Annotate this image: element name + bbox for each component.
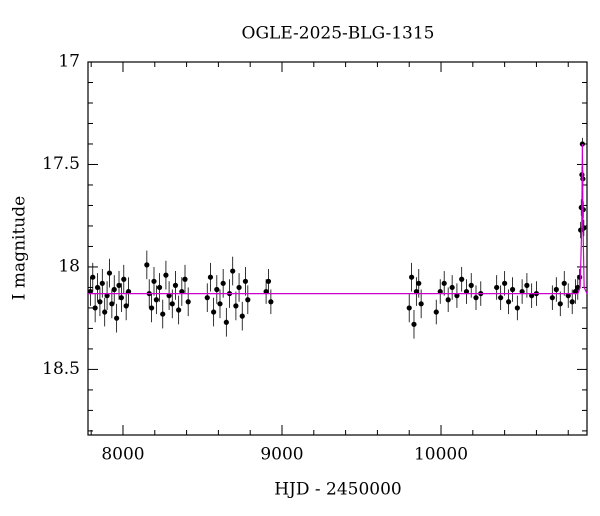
y-tick-label: 17 <box>58 52 80 72</box>
data-point <box>166 293 172 299</box>
data-point <box>459 276 465 282</box>
y-tick-label: 18 <box>58 256 80 276</box>
data-point <box>118 295 124 301</box>
data-point <box>509 286 516 293</box>
chart-title: OGLE-2025-BLG-1315 <box>242 24 435 44</box>
y-axis-label: I magnitude <box>10 196 30 300</box>
data-point <box>502 280 508 286</box>
data-point <box>524 282 530 288</box>
data-point <box>233 303 239 309</box>
plot-frame <box>87 61 588 436</box>
data-point <box>561 280 567 286</box>
data-point <box>156 284 163 291</box>
data-point <box>87 288 93 295</box>
data-point <box>553 286 559 293</box>
data-point <box>437 288 443 295</box>
data-point <box>153 297 159 303</box>
data-point <box>99 280 105 286</box>
data-point <box>97 299 103 305</box>
x-axis-label: HJD - 2450000 <box>274 480 402 500</box>
data-point <box>185 299 191 305</box>
data-point <box>182 276 188 282</box>
data-point <box>109 301 115 307</box>
data-point <box>549 295 555 301</box>
data-point <box>111 286 117 293</box>
data-point <box>569 299 575 305</box>
data-point <box>468 282 474 288</box>
data-point <box>506 299 512 305</box>
data-point <box>409 274 415 280</box>
data-point <box>220 280 226 286</box>
data-point <box>416 280 422 286</box>
data-point <box>207 274 214 280</box>
data-point <box>519 288 525 295</box>
data-point <box>572 288 578 295</box>
data-point <box>265 278 272 284</box>
data-point <box>102 309 108 315</box>
data-point <box>454 293 460 299</box>
data-point <box>498 295 504 301</box>
data-point <box>242 278 249 284</box>
data-point <box>494 284 500 291</box>
data-point <box>125 288 132 295</box>
data-point <box>149 305 155 311</box>
data-point <box>172 282 179 288</box>
data-point <box>557 301 563 307</box>
data-point <box>413 288 419 295</box>
y-tick-label: 18.5 <box>42 359 80 379</box>
data-point <box>114 315 120 321</box>
data-point <box>214 286 220 293</box>
x-tick-label: 10000 <box>414 445 468 465</box>
data-point <box>121 276 127 282</box>
data-point <box>418 301 424 307</box>
data-point <box>473 295 479 301</box>
data-point <box>144 262 150 268</box>
data-point <box>449 284 455 291</box>
data-point <box>529 293 535 299</box>
data-point <box>445 297 451 303</box>
data-point <box>176 307 182 313</box>
data-point <box>236 284 242 291</box>
data-point <box>441 280 447 286</box>
data-point <box>92 305 98 311</box>
data-point <box>151 278 157 284</box>
data-point <box>160 311 166 317</box>
data-point <box>223 319 229 325</box>
data-point <box>163 272 169 278</box>
data-point <box>406 305 412 311</box>
data-point <box>123 303 129 309</box>
data-point <box>169 301 175 307</box>
data-point <box>239 313 245 319</box>
data-point <box>433 309 439 315</box>
data-point <box>245 297 251 303</box>
data-point <box>268 299 274 305</box>
y-tick-label: 17.5 <box>42 154 80 174</box>
data-point <box>106 270 113 276</box>
data-point <box>211 309 217 315</box>
data-point <box>514 305 520 311</box>
data-point <box>217 301 223 307</box>
data-point <box>104 293 110 299</box>
data-point <box>230 268 236 274</box>
data-point <box>263 288 269 295</box>
data-point <box>463 288 470 295</box>
data-point <box>90 274 96 280</box>
data-point <box>204 295 210 301</box>
x-tick-label: 8000 <box>101 445 144 465</box>
x-tick-label: 9000 <box>260 445 303 465</box>
data-point <box>577 274 583 280</box>
data-point <box>94 284 101 291</box>
data-point <box>116 282 122 288</box>
data-point <box>179 288 185 295</box>
data-point <box>565 293 571 299</box>
data-point <box>411 321 417 327</box>
model-line <box>88 143 588 295</box>
